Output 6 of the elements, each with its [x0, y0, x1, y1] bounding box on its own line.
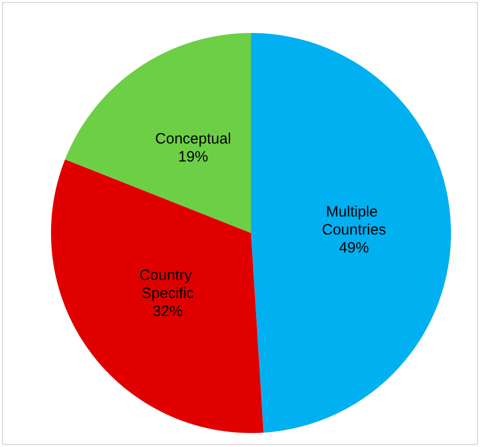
- slice-label: Conceptual: [155, 130, 232, 148]
- data-label: 49%: [338, 239, 369, 256]
- slice-label: Multiple Countries: [322, 203, 386, 238]
- data-label: 19%: [178, 148, 208, 166]
- slice-label: Country Specific: [139, 267, 196, 302]
- data-label: 32%: [152, 303, 183, 320]
